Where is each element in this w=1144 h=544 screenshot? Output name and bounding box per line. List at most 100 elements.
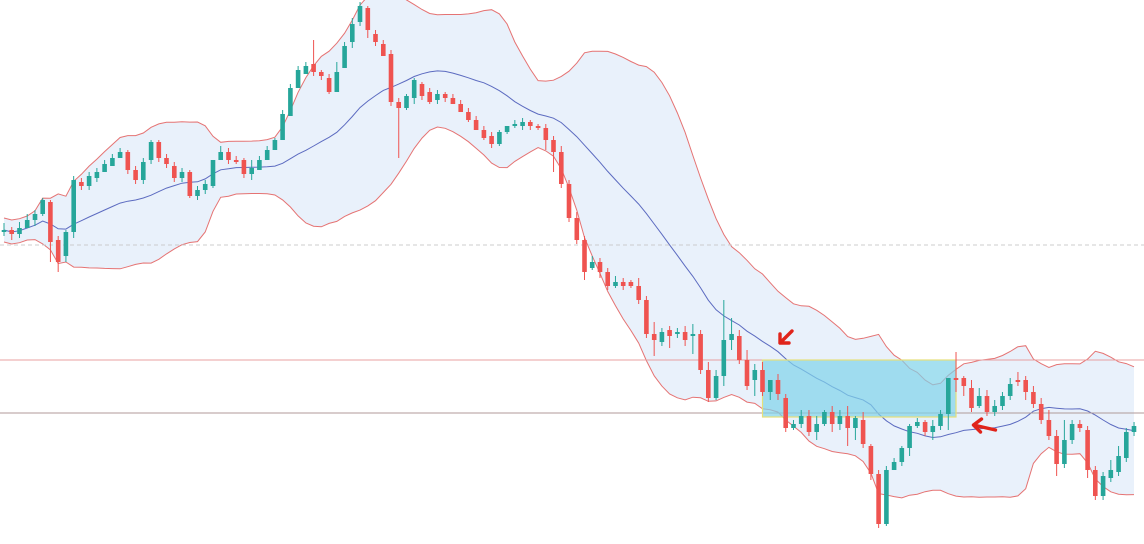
candle-97	[752, 364, 758, 396]
candle-body	[961, 378, 967, 386]
candle-body	[396, 102, 401, 108]
candle-body	[651, 334, 657, 340]
candle-9	[71, 176, 76, 238]
candle-body	[233, 160, 239, 162]
candle-body	[984, 396, 990, 412]
candle-body	[1116, 456, 1121, 472]
candle-body	[94, 172, 100, 178]
candle-body	[435, 94, 440, 100]
candle-122	[946, 378, 951, 430]
candle-body	[1031, 392, 1036, 404]
candle-44	[342, 42, 347, 68]
candle-53	[411, 78, 417, 104]
candle-body	[729, 334, 734, 340]
candle-body	[682, 332, 688, 340]
candle-body	[690, 334, 696, 336]
candle-10	[79, 178, 84, 190]
candle-body	[55, 240, 61, 262]
candle-59	[458, 100, 463, 112]
candle-body	[930, 426, 936, 432]
candle-24	[187, 170, 193, 198]
candle-2	[17, 222, 22, 238]
candle-91	[706, 362, 711, 402]
candle-body	[350, 24, 355, 42]
candle-body	[1069, 424, 1075, 440]
candle-46	[357, 2, 363, 26]
candle-52	[404, 94, 409, 110]
candle-67	[520, 118, 525, 130]
candle-body	[566, 184, 572, 218]
candle-body	[9, 230, 14, 234]
candle-body	[884, 470, 889, 524]
candle-body	[829, 412, 835, 424]
candle-body	[497, 132, 502, 144]
candle-104	[806, 410, 812, 436]
candle-3	[24, 214, 30, 228]
candle-58	[450, 94, 456, 104]
candle-14	[110, 154, 115, 166]
candle-body	[71, 180, 76, 232]
candle-body	[473, 120, 479, 130]
candle-123	[953, 352, 959, 392]
candle-86	[667, 326, 672, 348]
candle-133	[1031, 386, 1036, 408]
candle-90	[698, 330, 703, 374]
candle-64	[497, 130, 502, 146]
candle-8	[63, 230, 69, 262]
candle-body	[117, 152, 123, 158]
candle-105	[814, 416, 819, 440]
candle-62	[481, 126, 487, 140]
candle-69	[535, 124, 541, 130]
candle-99	[768, 380, 773, 400]
candle-145	[1124, 428, 1129, 462]
candle-body	[272, 140, 278, 150]
candle-120	[930, 420, 936, 440]
candle-55	[427, 88, 432, 104]
candle-92	[713, 370, 719, 400]
candle-4	[32, 210, 38, 226]
candle-36	[280, 110, 285, 140]
candle-42	[326, 74, 332, 94]
candle-39	[303, 62, 309, 74]
candle-88	[682, 326, 688, 346]
candle-15	[117, 148, 123, 158]
candle-37	[288, 84, 293, 116]
candle-66	[512, 120, 518, 128]
candle-body	[195, 190, 200, 196]
candle-131	[1015, 372, 1021, 386]
candle-body	[768, 380, 773, 392]
candle-135	[1046, 410, 1052, 440]
candle-body	[520, 122, 525, 126]
candle-125	[969, 380, 974, 412]
candle-body	[845, 416, 850, 428]
candle-63	[489, 132, 494, 148]
candle-101	[783, 394, 788, 432]
candle-56	[435, 90, 440, 104]
candle-100	[775, 374, 781, 400]
candle-85	[659, 328, 665, 346]
candle-body	[860, 420, 866, 444]
candle-body	[946, 378, 951, 414]
candle-6	[48, 200, 53, 262]
candle-87	[675, 328, 680, 338]
candle-body	[713, 376, 719, 398]
candle-body	[79, 182, 84, 186]
candle-16	[125, 150, 131, 174]
candle-142	[1100, 472, 1106, 500]
candle-25	[195, 186, 200, 200]
candle-body	[922, 422, 928, 432]
candle-89	[690, 324, 696, 354]
candle-111	[860, 412, 866, 448]
candle-49	[381, 40, 386, 56]
candle-83	[644, 296, 649, 338]
candle-body	[1023, 380, 1028, 392]
candle-body	[326, 78, 332, 92]
candle-body	[334, 72, 340, 92]
candle-94	[729, 318, 734, 350]
candle-body	[628, 282, 634, 286]
candle-body	[218, 152, 223, 160]
candle-60	[466, 108, 471, 122]
candle-130	[1007, 378, 1013, 400]
candle-body	[210, 160, 216, 186]
